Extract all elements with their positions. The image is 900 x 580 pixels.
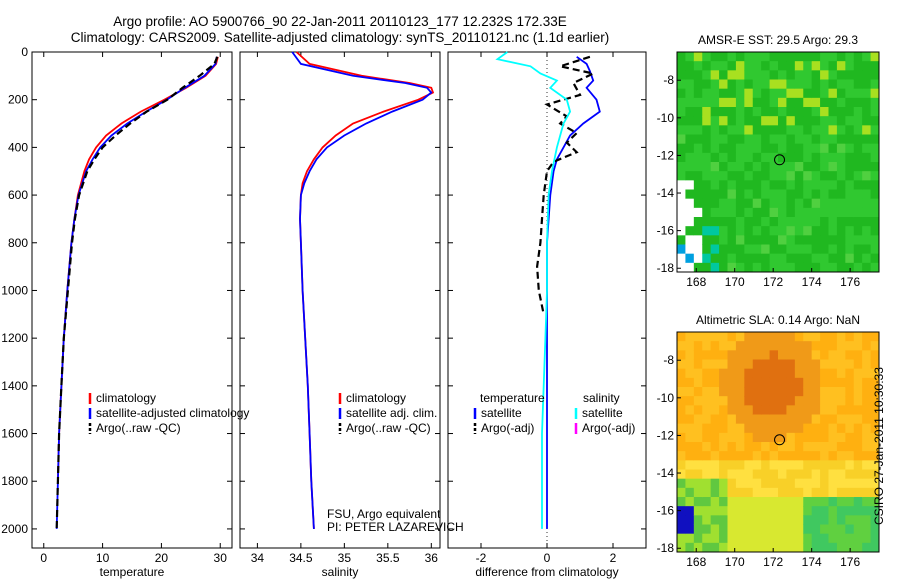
temperature-legend-item: satellite-adjusted climatology — [96, 406, 249, 420]
sst_map-xtick-label: 174 — [802, 275, 822, 289]
temperature-panel: 0 10 20 30 0 200 400 600 800 1000 1200 1400 1600 1800… — [1, 45, 233, 579]
depth-tick-label: 2000 — [1, 522, 28, 536]
difference-legend-sal-argo: Argo(-adj) — [582, 421, 635, 435]
temperature-xtick-label: 30 — [214, 551, 228, 565]
salinity-legend-item: climatology — [346, 391, 406, 405]
depth-tick-label: 1400 — [1, 379, 28, 393]
sst_map-xtick-label: 172 — [763, 275, 783, 289]
sla_map-ytick-label: -12 — [657, 428, 675, 442]
salinity-legend-item: satellite adj. clim. — [346, 406, 437, 420]
temperature-legend-item: climatology — [96, 391, 156, 405]
temperature-series-argo-raw-qc- — [55, 56, 219, 529]
sst_map-xtick-label: 176 — [840, 275, 860, 289]
sst_map-float-marker — [774, 154, 786, 166]
difference-xtick-label: 2 — [610, 551, 617, 565]
sla_map-ytick-label: -16 — [657, 504, 675, 518]
difference-xtick-label: 0 — [544, 551, 551, 565]
temperature-xlabel: temperature — [100, 565, 165, 579]
depth-tick-label: 1000 — [1, 283, 28, 297]
sst_map-ytick-label: -8 — [663, 73, 674, 87]
sla_map-xtick-label: 168 — [686, 555, 706, 569]
sla_map-ytick-label: -10 — [657, 391, 675, 405]
temperature-xtick-label: 0 — [40, 551, 47, 565]
temperature-axes-box — [31, 51, 233, 549]
depth-tick-label: 1200 — [1, 331, 28, 345]
sst_map-ytick-label: -12 — [657, 148, 675, 162]
salinity-panel: 34 34.5 35 35.5 36 salinity — [239, 51, 441, 579]
sst_map-ytick-label: -16 — [657, 224, 675, 238]
difference-legend-header-temperature: temperature — [480, 391, 545, 405]
difference-legend-temp-satellite: satellite — [481, 406, 522, 420]
difference-series-salinity-satellite — [495, 51, 572, 529]
depth-tick-label: 1600 — [1, 427, 28, 441]
sla_map-ytick-label: -8 — [663, 353, 674, 367]
sla_map-ytick-label: -14 — [657, 466, 675, 480]
salinity-xtick-label: 34 — [251, 551, 265, 565]
difference-legend-temp-argo: Argo(-adj) — [481, 421, 534, 435]
sla_map-float-marker — [774, 434, 786, 446]
salinity-xtick-label: 36 — [425, 551, 439, 565]
salinity-legend-item: Argo(..raw -QC) — [346, 421, 431, 435]
salinity-axes-box — [239, 51, 441, 549]
salinity-xlabel: salinity — [322, 565, 359, 579]
temperature-legend-item: Argo(..raw -QC) — [96, 421, 181, 435]
sla_map-xtick-label: 174 — [802, 555, 822, 569]
difference-series-temperature-argo-adj- — [535, 55, 597, 315]
depth-tick-label: 800 — [8, 236, 28, 250]
depth-tick-label: 0 — [21, 45, 28, 59]
sst_map-xtick-label: 170 — [725, 275, 745, 289]
salinity-xtick-label: 35.5 — [376, 551, 400, 565]
difference-legend-sal-satellite: satellite — [582, 406, 623, 420]
sla_map-xtick-label: 172 — [763, 555, 783, 569]
sst_map-ytick-label: -10 — [657, 111, 675, 125]
salinity-xtick-label: 34.5 — [289, 551, 313, 565]
depth-tick-label: 200 — [8, 93, 28, 107]
sst_map-ytick-label: -14 — [657, 186, 675, 200]
depth-tick-label: 1800 — [1, 474, 28, 488]
depth-tick-label: 600 — [8, 188, 28, 202]
sst_map-heatmap-cells — [677, 52, 880, 273]
timestamp-stamp: CSIRO 27-Jan-2011 10:30:33 — [872, 367, 886, 525]
salinity-annotation-line2: PI: PETER LAZAREVICH — [327, 520, 464, 534]
salinity-series-satellite-adj-clim- — [291, 51, 433, 529]
temperature-series-satellite-adjusted-climatology — [55, 56, 218, 529]
temperature-xtick-label: 20 — [155, 551, 169, 565]
depth-tick-label: 400 — [8, 140, 28, 154]
temperature-xtick-label: 10 — [96, 551, 110, 565]
sst_map-ytick-label: -18 — [657, 261, 675, 275]
sla_map-title: Altimetric SLA: 0.14 Argo: NaN — [696, 313, 860, 327]
sla_map-axes-box — [676, 331, 880, 553]
sla_map-xtick-label: 170 — [725, 555, 745, 569]
sst_map-xtick-label: 168 — [686, 275, 706, 289]
difference-xtick-label: -2 — [476, 551, 487, 565]
salinity-xtick-label: 35 — [338, 551, 352, 565]
figure-subtitle: Climatology: CARS2009. Satellite-adjuste… — [70, 30, 610, 45]
sla_map-xtick-label: 176 — [840, 555, 860, 569]
salinity-annotation-line1: FSU, Argo equivalent — [327, 507, 441, 521]
sla_map-heatmap-cells — [677, 332, 880, 553]
figure-title: Argo profile: AO 5900766_90 22-Jan-2011 … — [113, 14, 567, 29]
sst_map-title: AMSR-E SST: 29.5 Argo: 29.3 — [698, 33, 858, 47]
sla_map-ytick-label: -18 — [657, 541, 675, 555]
sst_map-axes-box — [676, 51, 880, 273]
difference-xlabel: difference from climatology — [475, 565, 618, 579]
sst_map-panel: 168 170 172 174 176 -8 -10 -12 -14 -16 -18 AMSR-E S… — [657, 33, 880, 289]
difference-legend-header-salinity: salinity — [583, 391, 620, 405]
sla_map-panel: 168 170 172 174 176 -8 -10 -12 -14 -16 -18 Altimetr… — [657, 313, 880, 569]
